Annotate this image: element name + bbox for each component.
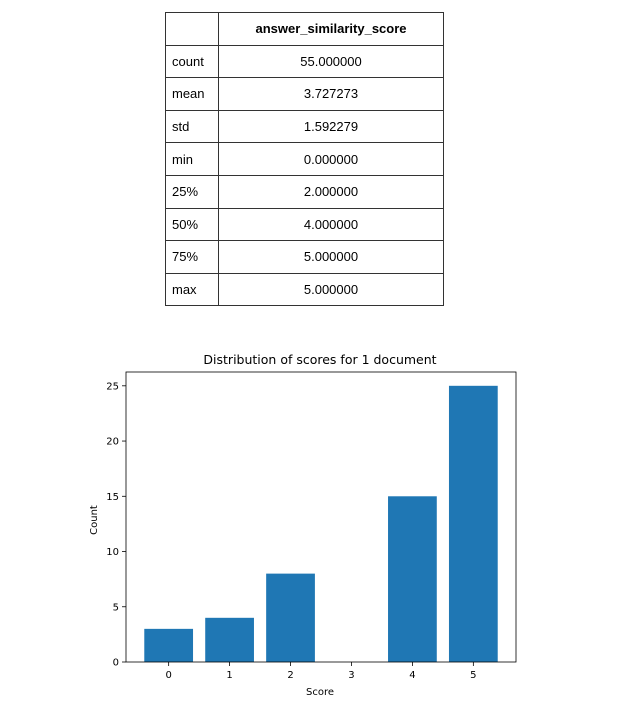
y-axis-label: Count <box>89 505 100 535</box>
bar-chart: Distribution of scores for 1 document 0 1… <box>89 352 517 698</box>
stat-name: min <box>165 142 219 176</box>
stat-value: 5.000000 <box>218 272 444 307</box>
x-tick-label: 1 <box>226 670 232 681</box>
stat-name: std <box>165 109 219 144</box>
table-row: max 5.000000 <box>165 272 444 307</box>
plot-frame <box>125 371 517 663</box>
bar-5 <box>448 385 498 662</box>
x-tick-label: 0 <box>165 670 171 681</box>
y-tick-label: 20 <box>106 437 119 448</box>
y-tick-label: 15 <box>106 492 119 503</box>
table-header-row: answer_similarity_score <box>165 12 444 46</box>
x-tick-label: 5 <box>470 670 476 681</box>
bar-1 <box>205 617 254 662</box>
bar-2 <box>266 573 315 662</box>
stat-value: 55.000000 <box>218 44 444 79</box>
chart-title: Distribution of scores for 1 document <box>203 352 436 367</box>
y-tick-label: 5 <box>113 602 119 613</box>
x-tick-label: 4 <box>409 670 415 681</box>
bars-layer <box>144 385 498 662</box>
stats-table: answer_similarity_score count 55.000000 m… <box>165 12 444 307</box>
stat-name: 75% <box>165 240 219 274</box>
stat-value: 4.000000 <box>218 207 444 242</box>
stat-name: count <box>165 44 219 79</box>
stat-value: 1.592279 <box>218 109 444 144</box>
axes-layer: 0 1 2 3 4 5 0 5 10 15 20 25 <box>106 371 517 681</box>
y-tick-label: 25 <box>106 381 119 392</box>
bar-0 <box>144 628 194 662</box>
table-row: min 0.000000 <box>165 142 444 176</box>
stat-name: 25% <box>165 174 219 209</box>
table-row: mean 3.727273 <box>165 77 444 111</box>
x-axis-label: Score <box>306 687 334 698</box>
stat-value: 2.000000 <box>218 174 444 209</box>
x-tick-label: 2 <box>287 670 293 681</box>
table-row: 25% 2.000000 <box>165 174 444 209</box>
table-corner-cell <box>165 12 219 46</box>
stat-name: mean <box>165 77 219 111</box>
y-tick-label: 0 <box>113 658 119 669</box>
column-header: answer_similarity_score <box>218 12 444 46</box>
stat-value: 3.727273 <box>218 77 444 111</box>
table-row: 50% 4.000000 <box>165 207 444 242</box>
stat-value: 5.000000 <box>218 240 444 274</box>
table-row: 75% 5.000000 <box>165 240 444 274</box>
table-row: count 55.000000 <box>165 44 444 79</box>
stat-name: 50% <box>165 207 219 242</box>
x-tick-label: 3 <box>348 670 354 681</box>
table-row: std 1.592279 <box>165 109 444 144</box>
bar-4 <box>388 496 437 662</box>
y-tick-label: 10 <box>106 547 119 558</box>
stat-name: max <box>165 272 219 307</box>
stat-value: 0.000000 <box>218 142 444 176</box>
